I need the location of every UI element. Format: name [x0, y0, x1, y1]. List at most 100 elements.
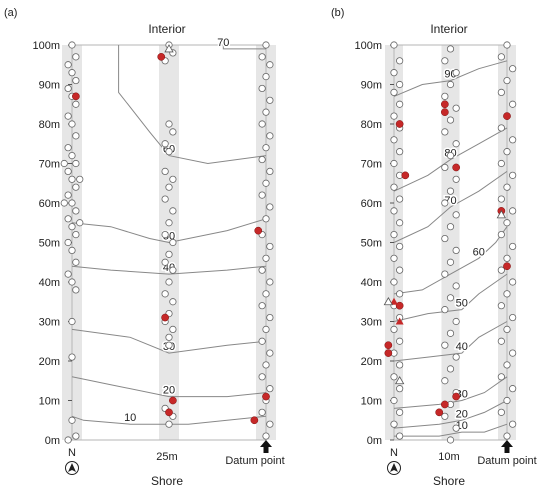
data-point-open — [68, 199, 76, 207]
data-point-open — [503, 254, 511, 262]
data-point-open — [497, 88, 505, 97]
data-point-open — [258, 53, 266, 61]
contour-line — [393, 376, 508, 409]
data-point-open — [161, 140, 169, 148]
data-point-red — [262, 392, 270, 401]
data-point-open — [68, 353, 76, 361]
data-point-open — [165, 219, 173, 227]
data-point-red — [250, 416, 259, 425]
data-point-open — [509, 100, 517, 108]
contour-label: 60 — [473, 246, 485, 258]
data-point-red — [72, 92, 80, 101]
data-point-open — [161, 231, 169, 239]
data-point-open — [72, 76, 80, 85]
data-point-open — [452, 140, 460, 148]
data-point-open — [68, 416, 76, 424]
data-point-red — [384, 349, 393, 357]
panel-a-tag: (a) — [4, 7, 17, 19]
data-point-red — [401, 171, 410, 180]
contour-line — [393, 400, 508, 429]
data-point-open — [266, 132, 274, 140]
y-tick-label: 30m — [39, 317, 60, 329]
data-point-open — [161, 290, 169, 298]
data-point-open — [262, 215, 270, 223]
data-point-open — [396, 408, 404, 416]
data-point-open — [503, 183, 511, 191]
data-point-open — [266, 242, 274, 251]
panel-b: 0m10m20m30m40m50m60m70m80m90m100m1020304… — [331, 7, 537, 488]
data-point-open — [64, 112, 72, 120]
data-point-red — [169, 396, 177, 405]
y-tick-label: 40m — [39, 277, 60, 289]
data-point-open — [396, 148, 404, 156]
contour-label: 20 — [456, 408, 468, 420]
data-point-open — [258, 408, 266, 416]
data-point-open — [446, 80, 455, 89]
data-point-open — [441, 377, 449, 385]
panel-a-north-label: N — [68, 447, 76, 459]
chart-layer: 0m10m20m30m40m50m60m70m80m90m100m1020304… — [354, 40, 517, 447]
north-arrow-icon — [65, 461, 79, 475]
data-point-open — [68, 246, 76, 254]
data-point-open — [509, 242, 517, 251]
data-point-red — [441, 100, 449, 109]
y-tick-label: 50m — [39, 238, 60, 250]
data-point-open — [503, 432, 511, 440]
data-point-open — [165, 120, 173, 128]
y-tick-label: 60m — [361, 198, 382, 210]
data-point-open — [72, 53, 80, 61]
data-point-open — [441, 270, 449, 278]
data-point-red — [435, 408, 444, 417]
data-point-open — [390, 183, 398, 191]
data-point-open — [258, 191, 266, 199]
data-point-open — [446, 258, 455, 266]
data-point-open — [497, 302, 505, 310]
data-point-open — [266, 61, 274, 69]
data-point-open — [396, 385, 404, 393]
data-point-open — [441, 412, 449, 420]
data-point-open — [503, 290, 511, 298]
data-point-open — [68, 41, 76, 49]
data-point-open — [262, 179, 270, 187]
data-point-open — [68, 69, 76, 77]
data-point-open — [165, 148, 173, 156]
data-point-open — [266, 420, 274, 428]
data-point-open-triangle — [394, 375, 405, 385]
panel-a-transect-label: 25m — [156, 451, 177, 463]
data-point-red — [384, 341, 393, 350]
data-point-open — [396, 195, 404, 203]
data-point-open — [169, 298, 177, 306]
data-point-open — [72, 183, 80, 191]
data-point-open — [446, 329, 455, 337]
data-point-open — [390, 278, 398, 286]
contour-line — [393, 170, 508, 243]
y-tick-label: 20m — [361, 356, 382, 368]
y-tick-label: 100m — [354, 40, 382, 52]
y-tick-label: 10m — [361, 396, 382, 408]
data-point-open — [262, 325, 270, 333]
data-point-open — [452, 69, 460, 77]
data-point-open — [441, 128, 449, 136]
data-point-open — [497, 53, 505, 61]
data-point-open — [258, 302, 266, 310]
data-point-open — [503, 361, 511, 369]
data-point-red-triangle — [395, 317, 404, 325]
y-tick-label: 60m — [39, 198, 60, 210]
data-point-open — [262, 73, 270, 81]
data-point-red — [441, 108, 449, 117]
data-point-open — [266, 313, 274, 322]
contour-line — [71, 265, 267, 275]
data-point-open — [266, 349, 274, 357]
data-point-red — [395, 120, 404, 128]
data-point-open — [266, 167, 274, 175]
contour-line — [222, 45, 266, 50]
data-point-open — [446, 152, 455, 160]
data-point-open — [452, 104, 460, 112]
data-point-red — [165, 408, 173, 417]
data-point-open — [390, 396, 398, 405]
data-point-open — [390, 159, 398, 168]
data-point-open — [503, 219, 511, 227]
data-point-open — [452, 282, 460, 290]
north-arrow-icon — [387, 461, 401, 475]
